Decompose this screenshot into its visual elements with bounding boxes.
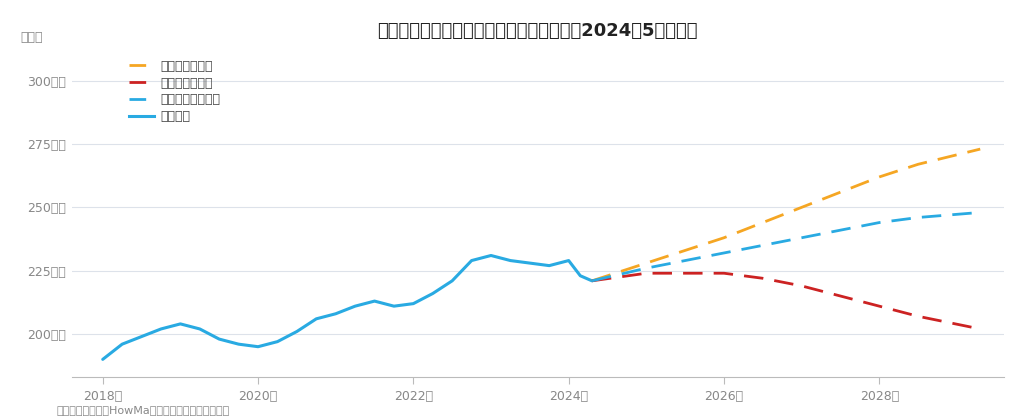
Text: 売出し事例を元にHowMa運営元のコラビットが集計: 売出し事例を元にHowMa運営元のコラビットが集計 <box>56 405 229 415</box>
Text: 坪単価: 坪単価 <box>20 31 43 44</box>
Legend: グッドシナリオ, バッドシナリオ, ノーマルシナリオ, 過去推移: グッドシナリオ, バッドシナリオ, ノーマルシナリオ, 過去推移 <box>129 60 220 123</box>
Title: 難波駅周辺の中古マンションの価格動向（2024年5月時点）: 難波駅周辺の中古マンションの価格動向（2024年5月時点） <box>378 22 697 40</box>
